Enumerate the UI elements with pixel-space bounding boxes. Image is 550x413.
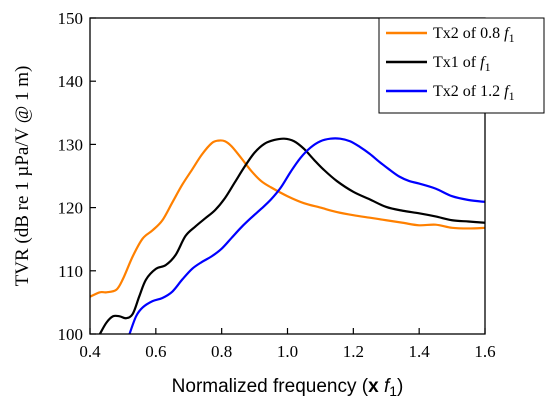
legend: Tx2 of 0.8 f1 Tx1 of f1 Tx2 of 1.2 f1 <box>378 17 545 114</box>
y-tick-label: 120 <box>58 199 84 218</box>
series-line-1 <box>90 139 485 298</box>
x-axis-title: Normalized frequency (x f1) <box>172 376 404 399</box>
x-tick-label: 0.8 <box>211 342 232 361</box>
x-tick-label: 1.0 <box>277 342 298 361</box>
series-layer <box>90 137 485 334</box>
ticks-layer: 0.4 0.6 0.8 1.0 1.2 1.4 1.6 100 110 120 130 140 150 <box>58 9 496 361</box>
y-tick-label: 150 <box>58 9 84 28</box>
x-tick-label: 0.4 <box>79 342 101 361</box>
legend-label-1: Tx2 of 0.8 f1 <box>433 25 515 45</box>
y-tick-label: 140 <box>58 72 84 91</box>
series-line-3 <box>128 137 485 334</box>
series-line-2 <box>98 137 485 334</box>
y-axis-title: TVR (dB re 1 µPa/V @ 1 m) <box>12 66 33 287</box>
x-tick-label: 1.2 <box>343 342 364 361</box>
x-tick-label: 1.4 <box>409 342 431 361</box>
x-tick-label: 0.6 <box>145 342 166 361</box>
y-tick-label: 130 <box>58 135 84 154</box>
y-tick-label: 110 <box>58 262 83 281</box>
legend-label-3: Tx2 of 1.2 f1 <box>433 83 515 103</box>
x-tick-label: 1.6 <box>474 342 495 361</box>
legend-label-2: Tx1 of f1 <box>433 54 491 74</box>
y-tick-label: 100 <box>58 325 84 344</box>
